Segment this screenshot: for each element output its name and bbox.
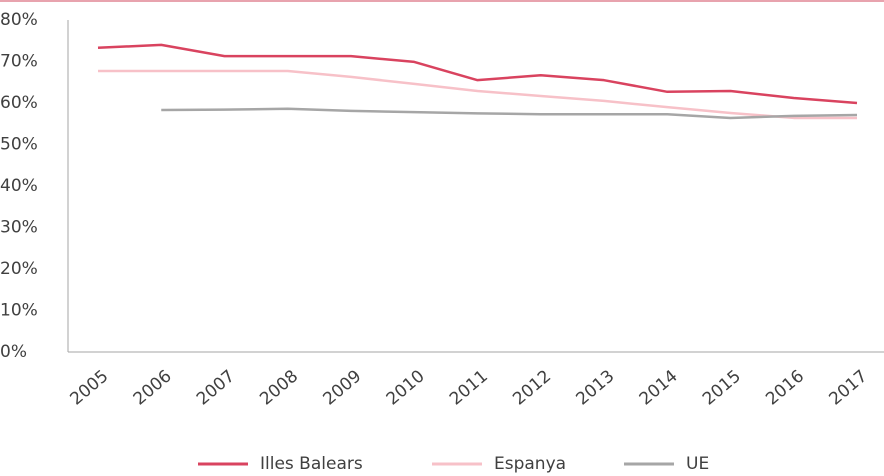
y-tick-label: 60% [0,93,38,113]
legend-label: Espanya [494,454,566,474]
x-tick-label: 2010 [383,366,429,409]
x-tick-label: 2007 [193,366,239,409]
x-tick-label: 2013 [572,366,618,409]
series-line [97,43,858,105]
series-line [98,69,857,120]
x-tick-label: 2009 [319,366,365,409]
x-tick-label: 2006 [130,366,176,409]
y-tick-label: 70% [0,52,38,72]
y-tick-label: 10% [0,301,38,321]
x-tick-label: 2005 [66,366,112,409]
y-tick-label: 30% [0,218,38,238]
y-tick-label: 40% [0,176,38,196]
y-tick-label: 0% [0,342,27,362]
x-tick-label: 2012 [509,366,555,409]
legend-label: Illes Balears [260,454,363,474]
x-tick-label: 2014 [636,366,682,409]
x-tick-label: 2008 [256,366,302,409]
series-line [161,107,858,120]
y-tick-label: 80% [0,10,38,30]
legend-label: UE [686,454,709,474]
x-tick-label: 2017 [825,366,871,409]
y-tick-label: 20% [0,259,38,279]
x-tick-label: 2011 [446,366,492,409]
y-tick-label: 50% [0,135,38,155]
x-tick-label: 2016 [762,366,808,409]
x-tick-label: 2015 [699,366,745,409]
